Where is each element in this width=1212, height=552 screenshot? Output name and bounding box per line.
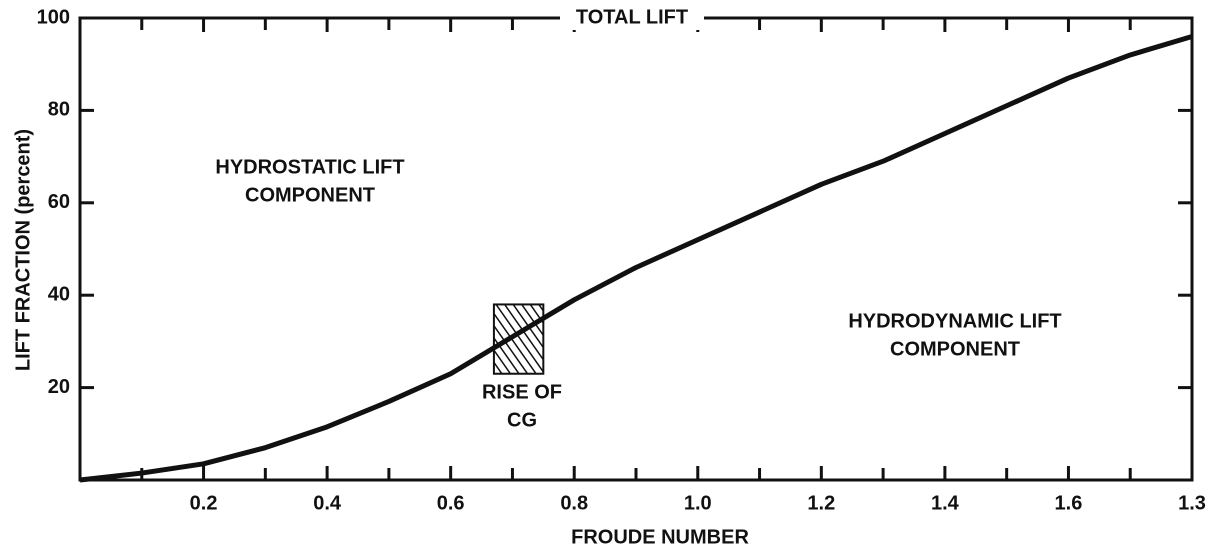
x-tick-label: 1.3 [1178, 492, 1206, 514]
label-background [560, 6, 704, 30]
annotation: HYDROSTATIC LIFT [215, 156, 404, 178]
annotation: TOTAL LIFT [576, 6, 688, 28]
x-tick-label: 1.0 [684, 492, 712, 514]
y-axis-title: LIFT FRACTION (percent) [12, 129, 34, 371]
x-tick-label: 1.4 [931, 492, 960, 514]
y-tick-label: 80 [48, 99, 70, 121]
annotation: RISE OF [482, 381, 562, 403]
y-tick-label: 60 [48, 191, 70, 213]
y-tick-label: 100 [37, 6, 70, 28]
x-tick-label: 1.6 [1055, 492, 1083, 514]
annotation: HYDRODYNAMIC LIFT [848, 310, 1061, 332]
y-tick-label: 40 [48, 283, 70, 305]
x-tick-label: 0.2 [190, 492, 218, 514]
rise-of-cg-region [492, 303, 545, 375]
lift-curve [79, 34, 1193, 483]
x-tick-label: 1.2 [807, 492, 835, 514]
x-tick-label: 0.6 [437, 492, 465, 514]
x-axis-title: FROUDE NUMBER [571, 526, 749, 548]
y-tick-label: 20 [48, 376, 70, 398]
annotation: CG [507, 409, 537, 431]
annotation: COMPONENT [890, 338, 1020, 360]
x-tick-label: 0.8 [560, 492, 588, 514]
plot-frame [78, 16, 1194, 482]
annotation: COMPONENT [245, 184, 375, 206]
x-tick-label: 0.4 [313, 492, 342, 514]
